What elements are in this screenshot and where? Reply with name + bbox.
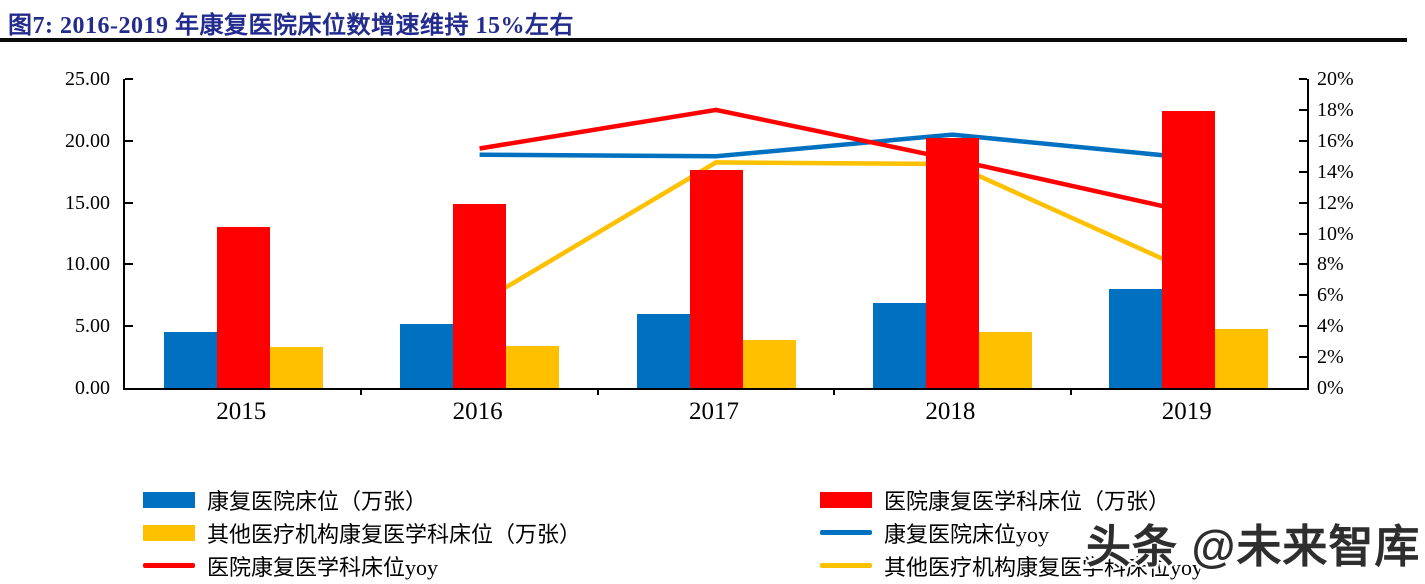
title-underline [0, 38, 1407, 42]
axis-tick [125, 139, 133, 142]
watermark: 头条 @未来智库 [1086, 521, 1421, 572]
axis-tick [1299, 232, 1307, 235]
bar-rehab-hospital-beds-2016 [400, 323, 454, 388]
line-hospital-rehab-dept-beds-yoy [479, 107, 1190, 215]
bar-hospital-rehab-dept-beds-2019 [1162, 111, 1216, 388]
legend-item: 其他医疗机构康复医学科床位yoy [820, 553, 1203, 580]
plot-area [123, 78, 1309, 395]
y-right-tick-label: 10% [1317, 222, 1354, 245]
legend-item: 其他医疗机构康复医学科床位（万张） [143, 520, 581, 547]
bar-rehab-hospital-beds-2017 [636, 313, 690, 388]
axis-tick [1299, 325, 1307, 328]
axis-tick [1299, 263, 1307, 266]
yoy-lines-layer [478, 107, 1190, 305]
axis-tick [1299, 108, 1307, 111]
y-right-tick-label: 16% [1317, 129, 1354, 152]
bar-hospital-rehab-dept-beds-2016 [453, 203, 507, 388]
y-right-tick-label: 2% [1317, 346, 1344, 369]
y-right-tick-label: 4% [1317, 315, 1344, 338]
bar-other-institution-rehab-beds-2018 [978, 332, 1032, 388]
bar-other-institution-rehab-beds-2015 [269, 347, 323, 388]
bar-other-institution-rehab-beds-2017 [742, 339, 796, 388]
axis-tick [1299, 201, 1307, 204]
legend-line-swatch-icon [143, 563, 195, 568]
axis-tick [125, 78, 133, 80]
legend-bar-swatch-icon [143, 491, 195, 508]
bar-rehab-hospital-beds-2018 [872, 302, 926, 388]
line-rehab-hospital-beds-yoy [479, 132, 1190, 161]
legend-label: 其他医疗机构康复医学科床位yoy [884, 554, 1204, 580]
legend-label: 医院康复医学科床位yoy [207, 554, 439, 580]
axis-tick [360, 388, 363, 395]
axis-tick [125, 325, 133, 328]
legend-label: 医院康复医学科床位（万张） [884, 488, 1171, 514]
y-left-tick-label: 15.00 [65, 191, 110, 214]
y-left-tick-label: 0.00 [75, 377, 110, 399]
y-left-tick-label: 25.00 [65, 68, 110, 90]
y-left-tick-label: 20.00 [65, 129, 110, 152]
legend-item: 医院康复医学科床位（万张） [820, 487, 1203, 514]
y-right-tick-label: 6% [1317, 284, 1344, 307]
legend-left-column: 康复医院床位（万张） 其他医疗机构康复医学科床位（万张） 医院康复医学科床位yoy [143, 487, 581, 584]
legend-item: 康复医院床位yoy [820, 520, 1203, 547]
legend-bar-swatch-icon [143, 524, 195, 541]
axis-tick [596, 388, 599, 395]
bar-other-institution-rehab-beds-2016 [506, 345, 560, 388]
legend-label: 其他医疗机构康复医学科床位（万张） [207, 521, 582, 547]
axis-tick [1069, 388, 1072, 395]
axis-tick [833, 388, 836, 395]
legend-label: 康复医院床位yoy [884, 521, 1050, 547]
y-right-tick-label: 18% [1317, 98, 1354, 121]
y-right-tick-label: 20% [1317, 68, 1354, 90]
legend-line-swatch-icon [820, 563, 872, 568]
legend-right-column: 医院康复医学科床位（万张） 康复医院床位yoy 其他医疗机构康复医学科床位yoy [820, 487, 1203, 584]
bar-other-institution-rehab-beds-2019 [1215, 328, 1269, 388]
axis-tick [125, 201, 133, 204]
x-category-label: 2016 [452, 398, 503, 425]
bar-hospital-rehab-dept-beds-2017 [689, 170, 743, 388]
y-left-tick-label: 10.00 [65, 253, 110, 276]
axis-tick [1299, 139, 1307, 142]
legend-label: 康复医院床位（万张） [207, 488, 428, 514]
x-category-label: 2015 [216, 398, 267, 425]
axis-tick [1299, 170, 1307, 173]
bar-rehab-hospital-beds-2015 [163, 332, 217, 388]
legend-bar-swatch-icon [820, 491, 872, 508]
bar-rehab-hospital-beds-2019 [1109, 289, 1163, 388]
bar-hospital-rehab-dept-beds-2015 [216, 227, 270, 388]
axis-tick [1299, 294, 1307, 297]
axis-tick [1299, 78, 1307, 80]
x-category-label: 2018 [925, 398, 976, 425]
legend-item: 康复医院床位（万张） [143, 487, 581, 514]
y-right-tick-label: 14% [1317, 160, 1354, 183]
y-right-tick-label: 8% [1317, 253, 1344, 276]
line-other-institution-rehab-beds-yoy [478, 160, 1190, 305]
x-category-label: 2019 [1161, 398, 1212, 425]
y-right-tick-label: 0% [1317, 377, 1344, 399]
axis-tick [125, 263, 133, 266]
axis-tick [1299, 356, 1307, 359]
legend-line-swatch-icon [820, 530, 872, 535]
legend-item: 医院康复医学科床位yoy [143, 553, 581, 580]
bar-hospital-rehab-dept-beds-2018 [925, 138, 979, 388]
x-category-label: 2017 [689, 398, 739, 425]
y-left-tick-label: 5.00 [75, 315, 110, 338]
figure-title: 图7: 2016-2019 年康复医院床位数增速维持 15%左右 [8, 13, 574, 39]
y-right-tick-label: 12% [1317, 191, 1354, 214]
